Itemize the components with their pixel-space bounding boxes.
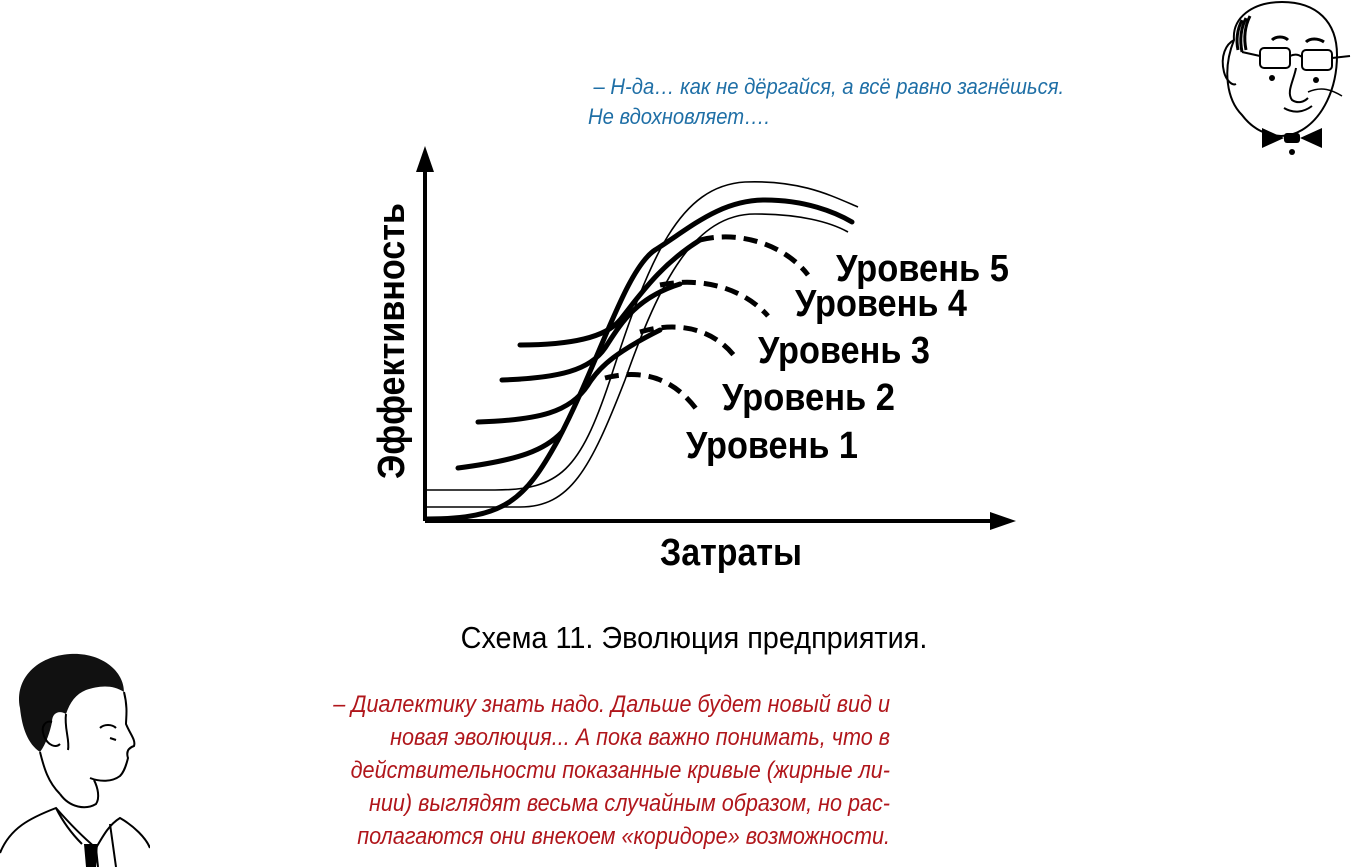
level-label-1: Уровень 1 <box>686 425 858 467</box>
level-3-curve <box>499 281 683 383</box>
level-4-dashed <box>699 234 810 277</box>
level-label-3: Уровень 3 <box>758 330 930 372</box>
axes <box>416 146 1016 530</box>
level-4-curve <box>517 237 703 348</box>
young-man-remark-line-1: – Диалектику знать надо. Дальше будет но… <box>333 691 890 718</box>
level-1-dashed <box>604 372 700 412</box>
young-man-remark: – Диалектику знать надо. Дальше будет но… <box>233 688 890 853</box>
young-man-portrait-icon <box>0 653 150 867</box>
level-label-5: Уровень 5 <box>836 248 1009 290</box>
young-man-remark-line-3: действительности показанные кривые (жирн… <box>350 757 890 784</box>
level-curves <box>424 197 855 522</box>
level-2-dashed <box>639 324 738 360</box>
x-axis-title: Затраты <box>660 532 802 574</box>
level-labels: Уровень 1 Уровень 2 Уровень 3 Уровень 4 … <box>686 248 1009 467</box>
level-label-4: Уровень 4 <box>795 283 967 325</box>
level-label-2: Уровень 2 <box>722 377 895 419</box>
level-1-curve <box>455 429 565 471</box>
professor-remark: – Н-да… как не дёргайся, а всё равно заг… <box>588 72 1158 132</box>
diagram-caption: Схема 11. Эволюция предприятия. <box>460 620 928 655</box>
young-man-remark-line-4: нии) выглядят весьма случайным образом, … <box>368 790 890 817</box>
young-man-remark-line-2: новая эволюция... А пока важно понимать,… <box>390 724 890 751</box>
young-man-remark-line-5: полагаются они внекоем «коридоре» возмож… <box>357 823 890 850</box>
x-axis-arrow-icon <box>990 512 1016 530</box>
level-2-curve <box>475 327 663 425</box>
main-s-curve <box>424 197 855 522</box>
level-dashed-continuations <box>604 234 810 412</box>
y-axis-title: Эффективность <box>371 203 413 479</box>
professor-remark-line-2: Не вдохновляет…. <box>588 104 771 129</box>
corridor-upper-boundary <box>425 181 859 491</box>
professor-portrait-icon <box>1221 0 1351 155</box>
y-axis-arrow-icon <box>416 146 434 172</box>
professor-remark-line-1: – Н-да… как не дёргайся, а всё равно заг… <box>593 74 1065 99</box>
